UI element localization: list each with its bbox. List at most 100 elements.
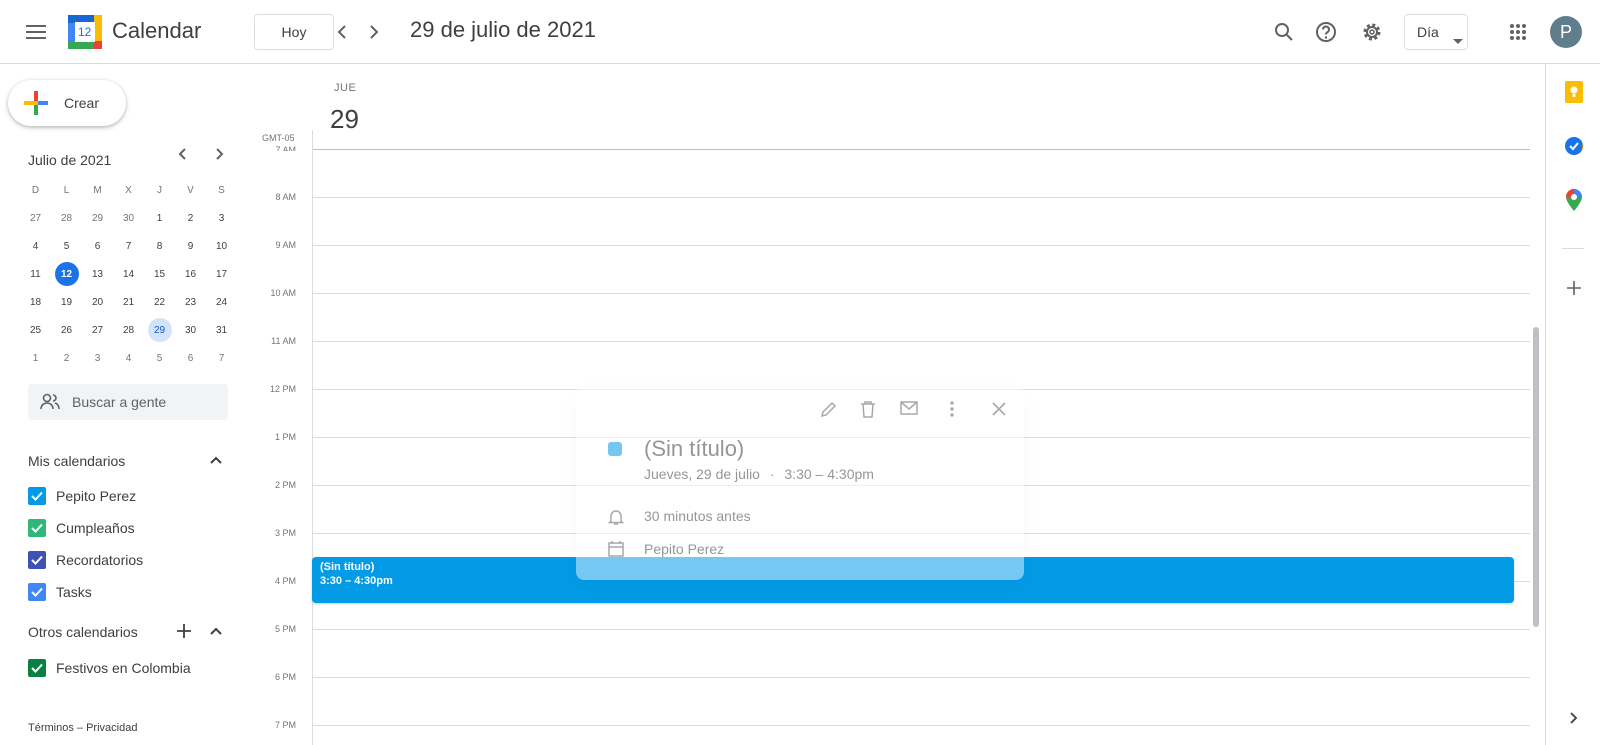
mini-calendar-day[interactable]: 19 bbox=[60, 296, 73, 308]
mini-calendar-day[interactable]: 28 bbox=[122, 324, 135, 336]
mini-calendar-prev-icon[interactable] bbox=[168, 140, 196, 168]
mini-calendar-day[interactable]: 25 bbox=[29, 324, 42, 336]
mini-calendar-day[interactable]: 18 bbox=[29, 296, 42, 308]
mini-calendar-day[interactable]: 27 bbox=[91, 324, 104, 336]
mini-calendar-next-icon[interactable] bbox=[206, 140, 234, 168]
event-color-swatch bbox=[608, 442, 622, 456]
account-avatar[interactable]: P bbox=[1550, 16, 1582, 48]
calendar-item-tasks[interactable]: Tasks bbox=[28, 580, 92, 604]
people-search-input[interactable]: Buscar a gente bbox=[28, 384, 228, 420]
mini-calendar-day[interactable]: 8 bbox=[156, 240, 163, 252]
mini-calendar-day[interactable]: 29 bbox=[91, 212, 104, 224]
app-title[interactable]: Calendar bbox=[112, 18, 202, 43]
delete-trash-icon[interactable] bbox=[860, 400, 876, 423]
mini-calendar-day[interactable]: 5 bbox=[156, 352, 163, 364]
add-other-calendar-plus-icon[interactable] bbox=[170, 617, 198, 645]
mini-calendar-day[interactable]: 16 bbox=[184, 268, 197, 280]
view-select-dropdown[interactable]: Día bbox=[1404, 14, 1468, 50]
top-bar: 12 Calendar Hoy 29 de julio de 2021 Día … bbox=[0, 0, 1600, 64]
hour-label: 9 AM bbox=[275, 240, 296, 250]
mini-calendar-day-today[interactable]: 12 bbox=[51, 260, 82, 288]
mini-calendar-day[interactable]: 24 bbox=[215, 296, 228, 308]
keep-icon[interactable] bbox=[1562, 80, 1586, 104]
mini-calendar-day[interactable]: 2 bbox=[187, 212, 194, 224]
my-calendars-title[interactable]: Mis calendarios bbox=[28, 453, 126, 469]
mini-calendar-day[interactable]: 23 bbox=[184, 296, 197, 308]
mini-calendar-day[interactable]: 1 bbox=[156, 212, 163, 224]
mini-calendar-day[interactable]: 4 bbox=[125, 352, 132, 364]
mini-calendar-day[interactable]: 17 bbox=[215, 268, 228, 280]
mini-calendar-day[interactable]: 31 bbox=[215, 324, 228, 336]
mini-calendar-day[interactable]: 20 bbox=[91, 296, 104, 308]
weekday-label: J bbox=[157, 184, 162, 196]
mini-calendar-day[interactable]: 30 bbox=[122, 212, 135, 224]
weekday-label: D bbox=[31, 184, 40, 196]
maps-icon[interactable] bbox=[1562, 188, 1586, 212]
mini-calendar-day[interactable]: 13 bbox=[91, 268, 104, 280]
mini-calendar-day[interactable]: 15 bbox=[153, 268, 166, 280]
day-view-scrollbar[interactable] bbox=[1533, 327, 1539, 627]
edit-pencil-icon[interactable] bbox=[820, 400, 838, 423]
bell-icon bbox=[607, 508, 625, 531]
checkbox-checked-icon[interactable] bbox=[28, 583, 46, 601]
mini-calendar-day[interactable]: 4 bbox=[32, 240, 39, 252]
google-apps-icon[interactable] bbox=[1498, 12, 1538, 52]
mini-calendar-day[interactable]: 7 bbox=[218, 352, 225, 364]
settings-gear-icon[interactable] bbox=[1352, 12, 1392, 52]
mini-calendar-day[interactable]: 11 bbox=[30, 268, 41, 280]
collapse-my-calendars-icon[interactable] bbox=[202, 446, 230, 474]
checkbox-checked-icon[interactable] bbox=[28, 659, 46, 677]
mini-calendar-day[interactable]: 5 bbox=[63, 240, 70, 252]
mini-calendar-day[interactable]: 30 bbox=[184, 324, 197, 336]
mini-calendar-day[interactable]: 28 bbox=[60, 212, 73, 224]
checkbox-checked-icon[interactable] bbox=[28, 519, 46, 537]
next-day-button[interactable] bbox=[354, 12, 394, 52]
calendar-item-recordatorios[interactable]: Recordatorios bbox=[28, 548, 143, 572]
create-button[interactable]: Crear bbox=[8, 80, 126, 126]
checkbox-checked-icon[interactable] bbox=[28, 487, 46, 505]
mini-calendar-day[interactable]: 6 bbox=[94, 240, 101, 252]
calendar-item-pepito-perez[interactable]: Pepito Perez bbox=[28, 484, 136, 508]
mini-calendar-day[interactable]: 1 bbox=[32, 352, 39, 364]
mini-calendar-day[interactable]: 10 bbox=[215, 240, 228, 252]
email-envelope-icon[interactable] bbox=[900, 401, 918, 420]
calendar-item-label: Pepito Perez bbox=[56, 488, 137, 504]
mini-calendar-day[interactable]: 27 bbox=[29, 212, 42, 224]
hour-gridline bbox=[312, 725, 1530, 726]
calendar-logo-number: 12 bbox=[78, 25, 92, 39]
mini-calendar-day-selected[interactable]: 29 bbox=[144, 316, 175, 344]
day-column-weekday: JUE bbox=[334, 82, 357, 94]
terms-link[interactable]: Términos bbox=[28, 722, 74, 734]
mini-calendar-day[interactable]: 3 bbox=[94, 352, 101, 364]
previous-day-button[interactable] bbox=[322, 12, 362, 52]
mini-calendar-day[interactable]: 14 bbox=[122, 268, 135, 280]
collapse-other-calendars-icon[interactable] bbox=[202, 617, 230, 645]
mini-calendar-day[interactable]: 7 bbox=[125, 240, 132, 252]
expand-panel-chevron-icon[interactable] bbox=[1562, 706, 1586, 730]
mini-calendar-day[interactable]: 26 bbox=[60, 324, 73, 336]
close-icon[interactable] bbox=[992, 402, 1006, 421]
tasks-icon[interactable] bbox=[1562, 134, 1586, 158]
calendar-item-cumpleanos[interactable]: Cumpleaños bbox=[28, 516, 135, 540]
other-calendars-title[interactable]: Otros calendarios bbox=[28, 624, 138, 640]
calendar-logo-icon[interactable]: 12 bbox=[68, 15, 102, 49]
mini-calendar-day[interactable]: 6 bbox=[187, 352, 194, 364]
mini-calendar-day[interactable]: 2 bbox=[63, 352, 70, 364]
help-icon[interactable] bbox=[1306, 12, 1346, 52]
checkbox-checked-icon[interactable] bbox=[28, 551, 46, 569]
more-options-icon[interactable] bbox=[950, 400, 954, 423]
main-menu-icon[interactable] bbox=[16, 12, 56, 52]
privacy-link[interactable]: Privacidad bbox=[86, 722, 138, 734]
add-addon-plus-icon[interactable] bbox=[1562, 276, 1586, 300]
day-column-number[interactable]: 29 bbox=[330, 104, 359, 134]
calendar-item-festivos-colombia[interactable]: Festivos en Colombia bbox=[28, 656, 191, 680]
today-button[interactable]: Hoy bbox=[254, 14, 334, 50]
mini-calendar-day[interactable]: 3 bbox=[218, 212, 225, 224]
search-icon[interactable] bbox=[1264, 12, 1304, 52]
hour-label: 1 PM bbox=[274, 432, 296, 442]
calendar-event[interactable]: (Sin título) 3:30 – 4:30pm bbox=[312, 557, 1514, 603]
mini-calendar-day[interactable]: 22 bbox=[153, 296, 166, 308]
mini-calendar-day[interactable]: 9 bbox=[187, 240, 194, 252]
hour-label: 5 PM bbox=[274, 624, 296, 634]
mini-calendar-day[interactable]: 21 bbox=[122, 296, 135, 308]
